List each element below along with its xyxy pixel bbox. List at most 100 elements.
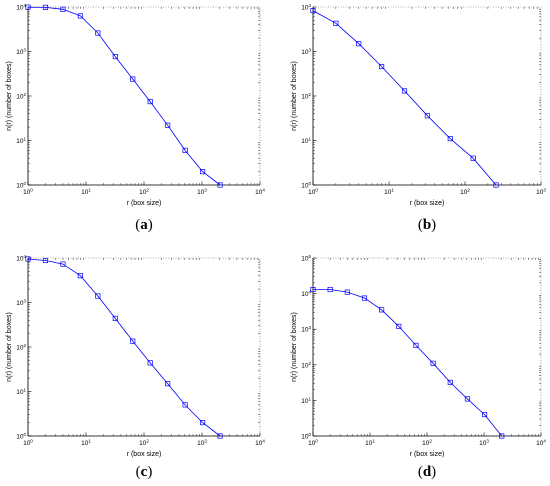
- data-point: [130, 76, 136, 82]
- y-tick-label: 102: [16, 343, 26, 352]
- y-tick-label: 104: [301, 3, 311, 12]
- x-tick-label: 101: [81, 188, 91, 197]
- plot-frame: [27, 6, 261, 186]
- y-tick-label: 100: [16, 181, 26, 190]
- data-point: [112, 54, 118, 60]
- y-tick-label: 104: [301, 290, 311, 299]
- y-tick-label: 101: [16, 137, 26, 146]
- data-point: [424, 113, 430, 119]
- data-point: [25, 4, 31, 10]
- y-axis-label: n(r) (number of boxes): [6, 312, 13, 382]
- y-tick-label: 100: [16, 432, 26, 441]
- data-point: [499, 433, 505, 439]
- data-point: [327, 286, 333, 293]
- series-line: [27, 6, 221, 186]
- data-point: [482, 412, 488, 418]
- x-tick-label: 100: [308, 188, 318, 197]
- y-tick-label: 105: [301, 254, 311, 263]
- x-tick-label: 103: [197, 188, 207, 197]
- plot-frame: [27, 257, 261, 437]
- y-tick-label: 102: [16, 92, 26, 101]
- data-point: [344, 289, 350, 295]
- data-point: [25, 256, 31, 262]
- data-point: [413, 342, 419, 348]
- x-tick-label: 100: [23, 188, 33, 197]
- panel-caption: (a): [135, 217, 153, 233]
- x-tick-label: 100: [308, 439, 318, 448]
- chart-panel-a: 100 101 102 103 104 100 101 102 103 104 r (box siz…: [6, 3, 265, 233]
- data-point: [447, 379, 453, 385]
- y-tick-label: 102: [301, 92, 311, 101]
- data-point: [310, 286, 316, 293]
- x-tick-label: 102: [422, 439, 432, 448]
- y-tick-label: 104: [16, 254, 26, 263]
- data-point: [130, 338, 136, 344]
- y-axis-label: n(r) (number of boxes): [6, 61, 13, 131]
- y-tick-label: 101: [301, 137, 311, 146]
- x-tick-label: 100: [23, 439, 33, 448]
- data-point: [493, 182, 499, 188]
- data-point: [147, 99, 153, 105]
- data-point: [430, 360, 436, 366]
- x-axis-label: r (box size): [410, 451, 445, 458]
- chart-panel-b: 100 101 102 103 100 101 102 103 104 r (box size) n…: [291, 3, 546, 233]
- y-tick-label: 102: [301, 361, 311, 370]
- data-point: [165, 381, 171, 387]
- x-axis-label: r (box size): [127, 451, 162, 458]
- data-point: [401, 88, 408, 94]
- panel-caption: (d): [418, 464, 436, 480]
- y-tick-label: 101: [16, 388, 26, 397]
- y-tick-label: 100: [301, 181, 311, 190]
- y-axis-label: n(r) (number of boxes): [291, 61, 298, 131]
- data-point: [356, 41, 362, 47]
- x-tick-label: 103: [536, 188, 546, 197]
- x-tick-label: 102: [139, 439, 149, 448]
- series-line: [313, 289, 503, 437]
- data-point: [379, 307, 385, 313]
- series-line: [312, 10, 497, 186]
- y-tick-label: 104: [16, 3, 26, 12]
- x-tick-label: 101: [384, 188, 394, 197]
- y-tick-label: 100: [301, 432, 311, 441]
- data-point: [77, 13, 83, 19]
- x-axis-label: r (box size): [410, 200, 445, 207]
- data-point: [42, 4, 49, 10]
- x-tick-label: 104: [255, 439, 265, 448]
- y-tick-label: 103: [301, 325, 311, 334]
- y-tick-label: 103: [16, 48, 26, 57]
- data-point: [165, 122, 171, 128]
- data-point: [147, 360, 153, 366]
- data-point: [379, 63, 385, 70]
- data-point: [396, 323, 402, 329]
- y-tick-label: 101: [301, 396, 311, 405]
- plot-frame: [312, 257, 542, 437]
- data-point: [217, 433, 223, 439]
- data-point: [60, 6, 66, 12]
- chart-panel-c: 100 101 102 103 104 100 101 102 103 104 r (box siz…: [6, 254, 265, 480]
- data-point: [200, 420, 206, 426]
- data-point: [42, 257, 49, 264]
- x-tick-label: 102: [460, 188, 470, 197]
- data-point: [217, 182, 223, 188]
- data-point: [333, 20, 339, 26]
- data-point: [361, 295, 368, 301]
- series-line: [27, 258, 221, 437]
- data-point: [95, 30, 101, 36]
- data-point: [447, 136, 453, 142]
- data-point: [464, 396, 470, 402]
- x-tick-label: 104: [536, 439, 546, 448]
- x-tick-label: 101: [81, 439, 91, 448]
- x-axis-label: r (box size): [127, 200, 162, 207]
- x-tick-label: 103: [479, 439, 489, 448]
- data-point: [112, 315, 118, 321]
- x-tick-label: 101: [365, 439, 375, 448]
- x-tick-label: 102: [139, 188, 149, 197]
- y-tick-label: 103: [16, 299, 26, 308]
- panel-caption: (b): [418, 217, 436, 233]
- chart-panel-d: 100 101 102 103 104 100 101 102 103 104 105 r (box …: [291, 254, 546, 480]
- data-point: [470, 155, 476, 161]
- y-tick-label: 103: [301, 48, 311, 57]
- data-point: [182, 402, 188, 408]
- data-point: [77, 273, 83, 279]
